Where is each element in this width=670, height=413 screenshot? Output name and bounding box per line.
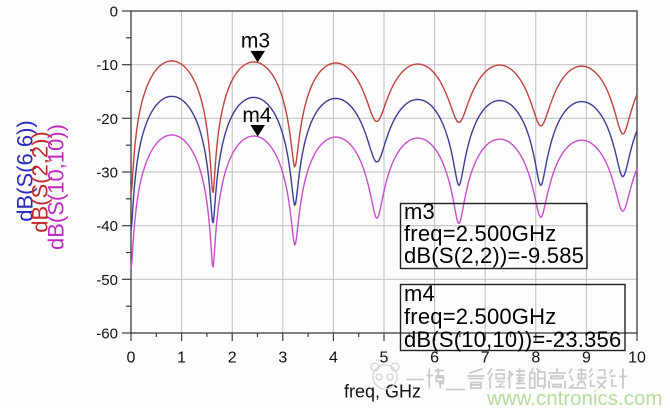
svg-text:-30: -30 — [96, 165, 118, 182]
svg-text:1: 1 — [177, 350, 186, 367]
svg-text:3: 3 — [278, 350, 287, 367]
svg-text:6: 6 — [430, 350, 439, 367]
svg-text:www.cntronics.com: www.cntronics.com — [486, 387, 662, 408]
svg-text:4: 4 — [329, 350, 338, 367]
svg-text:7: 7 — [481, 350, 490, 367]
svg-text:-60: -60 — [96, 326, 118, 343]
svg-text:0: 0 — [110, 4, 118, 21]
svg-text:dB(S(2,2)): dB(S(2,2)) — [28, 131, 53, 232]
svg-text:9: 9 — [582, 350, 591, 367]
svg-text:dB(S(2,2))=-9.585: dB(S(2,2))=-9.585 — [404, 243, 584, 268]
svg-text:dB(S(10,10)): dB(S(10,10)) — [44, 124, 69, 250]
svg-text:8: 8 — [531, 350, 540, 367]
svg-text:0: 0 — [127, 350, 136, 367]
svg-text:m3: m3 — [241, 30, 270, 53]
svg-text:m4: m4 — [242, 104, 271, 127]
svg-text:dB(S(10,10))=-23.356: dB(S(10,10))=-23.356 — [404, 327, 621, 352]
svg-text:-10: -10 — [96, 57, 118, 74]
svg-text:m3: m3 — [404, 199, 435, 224]
svg-text:10: 10 — [628, 350, 646, 367]
svg-text:freq=2.500GHz: freq=2.500GHz — [404, 221, 556, 246]
svg-text:2: 2 — [228, 350, 237, 367]
svg-text:-20: -20 — [96, 111, 118, 128]
svg-text:5: 5 — [380, 350, 389, 367]
svg-text:dB(S(6,6)): dB(S(6,6)) — [13, 120, 38, 221]
svg-text:-50: -50 — [96, 272, 118, 289]
svg-text:freq=2.500GHz: freq=2.500GHz — [404, 304, 556, 329]
svg-text:freq, GHz: freq, GHz — [344, 382, 421, 402]
svg-text:-40: -40 — [96, 218, 118, 235]
svg-text:m4: m4 — [404, 281, 435, 306]
